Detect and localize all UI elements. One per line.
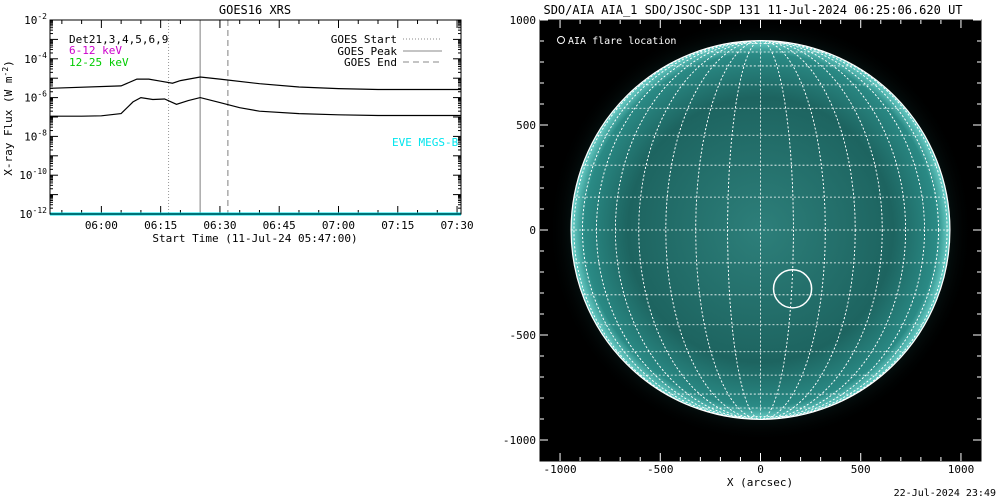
goes-y-tick-base: 10 — [24, 14, 37, 27]
longitude-line — [614, 40, 907, 420]
aia-image — [548, 20, 973, 443]
longitude-line — [582, 40, 939, 420]
legend-goes-end: GOES End — [344, 56, 397, 69]
aia-x-tick-label-0: 0 — [757, 463, 764, 476]
aia-legend-label: AIA flare location — [568, 36, 676, 47]
goes-ylabel: X-ray Flux (W m-2) — [1, 60, 15, 176]
goes-ylabel-close: ) — [2, 60, 15, 67]
goes-series-lower — [50, 96, 461, 117]
eve-megs-b-label: EVE MEGS-B — [392, 136, 459, 149]
goes-x-tick-label-07-15: 07:15 — [381, 219, 414, 232]
goes-y-tick-label-1e-4: 10-4 — [24, 51, 47, 66]
goes-x-tick-label-07-00: 07:00 — [322, 219, 355, 232]
goes-xlabel: Start Time (11-Jul-24 05:47:00) — [152, 232, 357, 245]
legend-channel-det: Det21,3,4,5,6,9 — [69, 33, 168, 46]
aia-y-tick-label-0: 0 — [529, 224, 536, 237]
aia-x-axis: -1000 -500 0 500 1000 — [543, 20, 974, 476]
aia-xlabel: X (arcsec) — [727, 476, 793, 489]
goes-y-tick-base: 10 — [24, 53, 37, 66]
goes-y-tick-exponent: -2 — [37, 12, 47, 21]
aia-y-tick-label-1000: -1000 — [503, 434, 536, 447]
legend-goes-peak: GOES Peak — [337, 45, 397, 58]
goes-y-tick-base: 10 — [19, 169, 32, 182]
aia-y-tick-label-500: -500 — [510, 329, 537, 342]
goes-plot-frame — [49, 19, 462, 215]
goes-y-tick-exponent: -10 — [33, 167, 48, 176]
legend-channel-12-25kev: 12-25 keV — [69, 56, 129, 69]
aia-panel: SDO/AIA AIA_1 SDO/JSOC-SDP 131 11-Jul-20… — [503, 3, 996, 499]
goes-line-legend: GOES Start GOES Peak GOES End — [331, 33, 442, 69]
goes-y-tick-base: 10 — [19, 208, 32, 221]
goes-y-tick-label-1e-10: 10-10 — [19, 167, 47, 182]
goes-y-tick-label-1e-8: 10-8 — [24, 128, 47, 143]
longitude-line — [665, 40, 856, 420]
aia-x-tick-label-500: 500 — [851, 463, 871, 476]
goes-y-tick-label-1e-6: 10-6 — [24, 90, 47, 105]
aia-title: SDO/AIA AIA_1 SDO/JSOC-SDP 131 11-Jul-20… — [543, 3, 962, 17]
goes-ylabel-main: X-ray Flux (W m — [2, 76, 15, 176]
goes-x-tick-label-06-45: 06:45 — [263, 219, 296, 232]
goes-y-tick-exponent: -4 — [37, 51, 47, 60]
goes-title: GOES16 XRS — [219, 3, 291, 17]
aia-y-tick-label-1000: 1000 — [510, 14, 537, 27]
timestamp: 22-Jul-2024 23:49 — [894, 488, 996, 499]
goes-y-tick-exponent: -6 — [37, 90, 47, 99]
goes-y-tick-exponent: -8 — [37, 128, 47, 137]
aia-legend-circle-icon — [557, 36, 565, 44]
goes-x-tick-label-06-00: 06:00 — [85, 219, 118, 232]
goes-x-tick-label-06-30: 06:30 — [203, 219, 236, 232]
aia-x-tick-label-1000: -1000 — [543, 463, 576, 476]
aia-y-tick-label-500: 500 — [516, 119, 536, 132]
goes-y-tick-label-1e-12: 10-12 — [19, 206, 47, 221]
goes-y-tick-label-1e-2: 10-2 — [24, 12, 47, 27]
legend-channel-6-12kev: 6-12 keV — [69, 44, 122, 57]
longitude-line — [638, 40, 883, 420]
goes-y-tick-base: 10 — [24, 130, 37, 143]
longitude-line — [573, 40, 948, 420]
longitude-line — [596, 40, 925, 420]
goes-ylabel-exp: -2 — [1, 67, 10, 77]
goes-x-tick-label-06-15: 06:15 — [144, 219, 177, 232]
goes-y-tick-exponent: -12 — [33, 206, 48, 215]
aia-x-tick-label-500: -500 — [647, 463, 674, 476]
goes-series-upper — [49, 76, 461, 91]
heliographic-grid — [571, 40, 950, 420]
goes-x-tick-label-07-30: 07:30 — [440, 219, 473, 232]
aia-x-tick-label-1000: 1000 — [948, 463, 975, 476]
goes-panel: GOES16 XRS X-ray Flux (W m-2) Start Time… — [1, 3, 474, 245]
solar-limb — [570, 39, 951, 421]
longitude-line — [727, 40, 794, 420]
goes-channel-legend: Det21,3,4,5,6,9 6-12 keV 12-25 keV — [69, 33, 168, 69]
aia-y-axis: -1000 -500 0 500 1000 — [503, 14, 981, 447]
flare-location-circle — [772, 269, 813, 309]
goes-event-lines — [168, 20, 229, 214]
goes-x-axis: 06:00 06:15 06:30 06:45 07:00 07:15 07:30 — [61, 20, 474, 232]
legend-goes-start: GOES Start — [331, 33, 397, 46]
goes-y-tick-base: 10 — [24, 92, 37, 105]
